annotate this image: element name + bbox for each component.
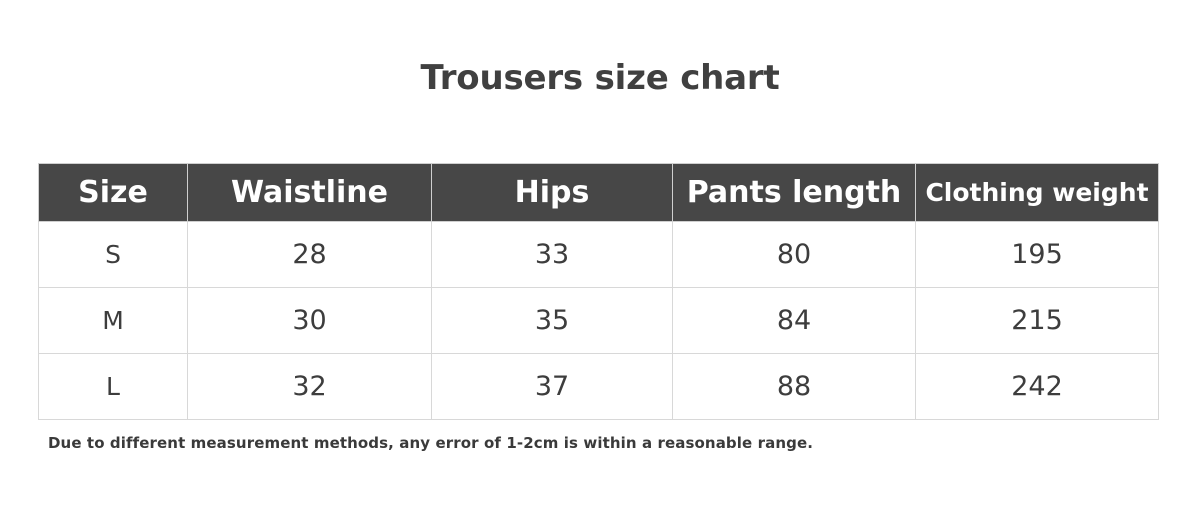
table-row: S 28 33 80 195 — [38, 221, 1159, 288]
cell-size: M — [38, 287, 188, 354]
cell-clothing-weight: 195 — [915, 221, 1159, 288]
cell-clothing-weight: 215 — [915, 287, 1159, 354]
cell-size: L — [38, 353, 188, 420]
cell-waistline: 32 — [187, 353, 432, 420]
table-body: S 28 33 80 195 M 30 35 84 215 L 32 37 88… — [38, 221, 1159, 420]
column-header-clothing-weight: Clothing weight — [915, 163, 1159, 222]
table-row: L 32 37 88 242 — [38, 353, 1159, 420]
table-header-row: Size Waistline Hips Pants length Clothin… — [38, 163, 1159, 222]
cell-hips: 37 — [431, 353, 673, 420]
column-header-pants-length: Pants length — [672, 163, 916, 222]
column-header-size: Size — [38, 163, 188, 222]
cell-hips: 33 — [431, 221, 673, 288]
size-chart-table: Size Waistline Hips Pants length Clothin… — [38, 163, 1159, 420]
cell-pants-length: 88 — [672, 353, 916, 420]
cell-waistline: 30 — [187, 287, 432, 354]
cell-clothing-weight: 242 — [915, 353, 1159, 420]
cell-pants-length: 80 — [672, 221, 916, 288]
column-header-hips: Hips — [431, 163, 673, 222]
column-header-waistline: Waistline — [187, 163, 432, 222]
measurement-disclaimer: Due to different measurement methods, an… — [48, 434, 814, 452]
cell-waistline: 28 — [187, 221, 432, 288]
cell-hips: 35 — [431, 287, 673, 354]
table-row: M 30 35 84 215 — [38, 287, 1159, 354]
cell-pants-length: 84 — [672, 287, 916, 354]
table-header: Size Waistline Hips Pants length Clothin… — [38, 163, 1159, 222]
page-title: Trousers size chart — [420, 58, 780, 98]
cell-size: S — [38, 221, 188, 288]
